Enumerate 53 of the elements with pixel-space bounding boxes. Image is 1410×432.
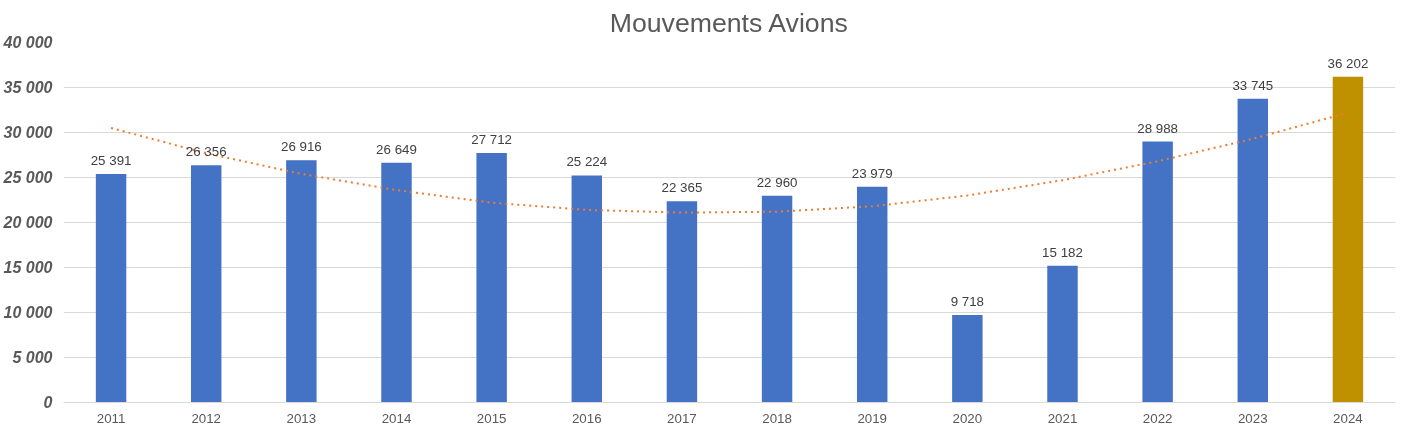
bar — [1332, 76, 1364, 403]
data-label: 25 224 — [566, 154, 608, 170]
data-label: 26 356 — [185, 144, 227, 160]
bar — [1142, 141, 1173, 403]
data-label: 33 745 — [1232, 77, 1274, 93]
x-tick-label: 2018 — [762, 410, 792, 426]
y-tick-label: 10 000 — [3, 304, 53, 321]
data-label: 9 718 — [950, 294, 985, 310]
x-tick-label: 2017 — [667, 410, 697, 426]
bar — [1047, 265, 1078, 403]
x-tick-label: 2020 — [952, 410, 983, 426]
x-tick-label: 2015 — [476, 410, 507, 426]
data-label: 22 960 — [756, 174, 798, 190]
x-tick-label: 2023 — [1237, 410, 1268, 426]
y-tick-label: 35 000 — [3, 79, 53, 96]
x-tick-label: 2013 — [286, 410, 317, 426]
data-label: 22 365 — [661, 180, 703, 196]
x-tick-label: 2019 — [857, 410, 888, 426]
bar — [856, 186, 888, 403]
data-label: 36 202 — [1327, 55, 1369, 71]
x-tick-label: 2024 — [1333, 410, 1364, 426]
bar — [571, 175, 603, 403]
y-tick-label: 15 000 — [3, 259, 53, 276]
x-tick-label: 2014 — [381, 410, 412, 426]
bar — [952, 315, 983, 403]
data-label: 27 712 — [471, 132, 513, 148]
bar — [1237, 98, 1269, 403]
bar — [476, 153, 507, 403]
y-tick-label: 25 000 — [2, 169, 53, 186]
bar — [761, 195, 793, 403]
y-tick-label: 40 000 — [2, 34, 53, 51]
data-label: 26 916 — [280, 139, 322, 155]
x-tick-label: 2016 — [571, 410, 602, 426]
data-label: 26 649 — [376, 141, 417, 157]
data-label: 25 391 — [90, 152, 132, 168]
x-tick-label: 2012 — [191, 410, 222, 426]
chart-title: Mouvements Avions — [609, 7, 848, 38]
x-tick-label: 2011 — [96, 410, 126, 426]
bar — [286, 160, 317, 403]
bar — [95, 173, 127, 403]
y-tick-label: 30 000 — [3, 124, 53, 141]
line-series — [110, 111, 1349, 214]
y-tick-label: 20 000 — [2, 214, 53, 231]
y-tick-label: 5 000 — [12, 349, 53, 366]
x-tick-label: 2022 — [1142, 410, 1173, 426]
bar — [666, 201, 698, 403]
bar — [381, 162, 412, 403]
bar — [190, 165, 222, 403]
data-label: 15 182 — [1042, 244, 1083, 260]
data-label: 28 988 — [1137, 120, 1179, 136]
x-tick-label: 2021 — [1047, 410, 1078, 426]
data-label: 23 979 — [851, 165, 893, 181]
y-tick-label: 0 — [43, 394, 53, 411]
